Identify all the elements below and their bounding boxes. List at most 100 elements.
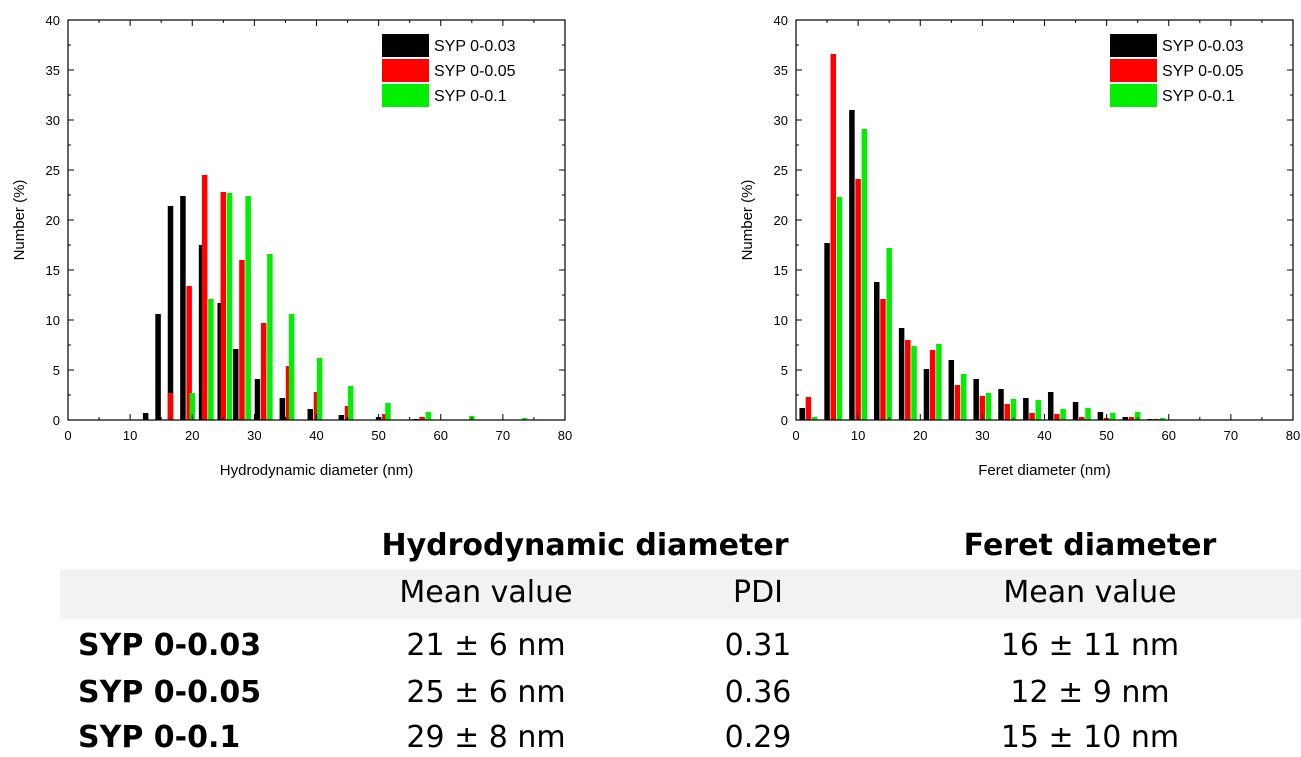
x-axis-title: Feret diameter (nm) — [978, 462, 1111, 479]
bar — [874, 282, 880, 420]
bar — [824, 243, 830, 420]
y-tick-label: 25 — [46, 163, 60, 178]
x-tick-label: 10 — [851, 428, 865, 443]
bar — [180, 196, 186, 420]
bar — [239, 260, 245, 420]
row-feret-mean: 15 ± 10 nm — [1000, 720, 1180, 755]
legend-swatch — [1110, 84, 1157, 107]
bar — [849, 110, 855, 420]
bar — [898, 328, 905, 420]
row-pdi: 0.29 — [724, 720, 792, 755]
y-tick-label: 0 — [781, 413, 788, 428]
y-axis-title: Number (%) — [11, 180, 28, 261]
bar — [923, 369, 930, 420]
y-tick-label: 35 — [774, 63, 788, 78]
bar — [1122, 417, 1129, 420]
x-tick-label: 0 — [64, 428, 71, 443]
bar — [217, 303, 223, 420]
bar — [948, 360, 955, 420]
col-feret-mean-value: Mean value — [1003, 575, 1177, 610]
bar — [836, 197, 843, 420]
bar — [805, 397, 812, 420]
legend-label: SYP 0-0.03 — [1162, 38, 1244, 55]
bar — [1047, 392, 1054, 420]
bar — [155, 314, 161, 420]
x-tick-label: 40 — [1037, 428, 1051, 443]
bar — [142, 413, 149, 420]
bar — [313, 392, 320, 420]
bar — [998, 389, 1004, 420]
x-tick-label: 70 — [1224, 428, 1238, 443]
y-tick-label: 35 — [46, 63, 60, 78]
row-label: SYP 0-0.1 — [78, 720, 241, 755]
legend-label: SYP 0-0.05 — [1162, 63, 1244, 80]
bar — [285, 366, 292, 420]
row-feret-mean: 16 ± 11 nm — [1000, 628, 1180, 663]
x-tick-label: 80 — [558, 428, 572, 443]
bar — [911, 346, 917, 420]
bar — [279, 398, 286, 420]
bar — [521, 418, 528, 420]
legend-label: SYP 0-0.03 — [434, 38, 516, 55]
hydrodynamic-chart: 0 10 20 30 40 50 60 70 80 0 5 10 15 20 25 30 35 40 Hydrody… — [11, 13, 572, 479]
bar — [201, 175, 208, 420]
bar — [316, 358, 323, 420]
bar — [1023, 398, 1029, 420]
bar — [347, 386, 354, 420]
bar — [1054, 414, 1060, 420]
col-mean-value: Mean value — [399, 575, 573, 610]
bar — [1004, 404, 1010, 420]
row-hydro-mean: 29 ± 8 nm — [406, 720, 566, 755]
bar — [929, 350, 936, 420]
x-tick-label: 60 — [434, 428, 448, 443]
bar — [811, 417, 818, 420]
y-tick-label: 30 — [46, 113, 60, 128]
bar — [254, 379, 261, 420]
subheader-band — [60, 569, 1301, 619]
y-tick-label: 40 — [774, 13, 788, 28]
row-pdi: 0.31 — [724, 628, 792, 663]
x-tick-label: 80 — [1286, 428, 1300, 443]
bar — [880, 299, 886, 420]
bar — [861, 129, 868, 420]
y-tick-label: 15 — [46, 263, 60, 278]
legend-label: SYP 0-0.1 — [1162, 88, 1235, 105]
x-tick-label: 50 — [371, 428, 385, 443]
feret-header: Feret diameter — [963, 528, 1217, 563]
bar — [954, 385, 961, 420]
bar — [167, 393, 174, 420]
bar — [385, 403, 391, 420]
bar — [267, 254, 273, 420]
bar — [220, 192, 227, 420]
y-tick-label: 10 — [774, 313, 788, 328]
y-tick-label: 15 — [774, 263, 788, 278]
x-tick-label: 40 — [309, 428, 323, 443]
y-tick-label: 10 — [46, 313, 60, 328]
y-tick-label: 40 — [46, 13, 60, 28]
bar — [288, 314, 295, 420]
bar — [419, 417, 425, 420]
bar — [1097, 412, 1104, 420]
x-tick-label: 60 — [1162, 428, 1176, 443]
x-axis-title: Hydrodynamic diameter (nm) — [220, 462, 413, 479]
bar — [307, 409, 314, 420]
bar — [1110, 413, 1116, 420]
y-tick-label: 25 — [774, 163, 788, 178]
x-tick-label: 0 — [792, 428, 799, 443]
row-feret-mean: 12 ± 9 nm — [1010, 675, 1170, 710]
y-tick-label: 30 — [774, 113, 788, 128]
summary-table: Hydrodynamic diameter Feret diameter Mea… — [0, 520, 1301, 757]
row-hydro-mean: 21 ± 6 nm — [406, 628, 566, 663]
bar — [979, 396, 986, 420]
bar — [1035, 400, 1042, 420]
legend-swatch — [1110, 34, 1157, 57]
bar — [973, 379, 979, 420]
bar — [985, 393, 992, 420]
x-tick-label: 30 — [975, 428, 989, 443]
bar — [226, 193, 233, 420]
x-tick-label: 50 — [1099, 428, 1113, 443]
bar — [186, 286, 192, 420]
x-tick-label: 10 — [123, 428, 137, 443]
y-tick-label: 20 — [46, 213, 60, 228]
row-label: SYP 0-0.03 — [78, 628, 262, 663]
